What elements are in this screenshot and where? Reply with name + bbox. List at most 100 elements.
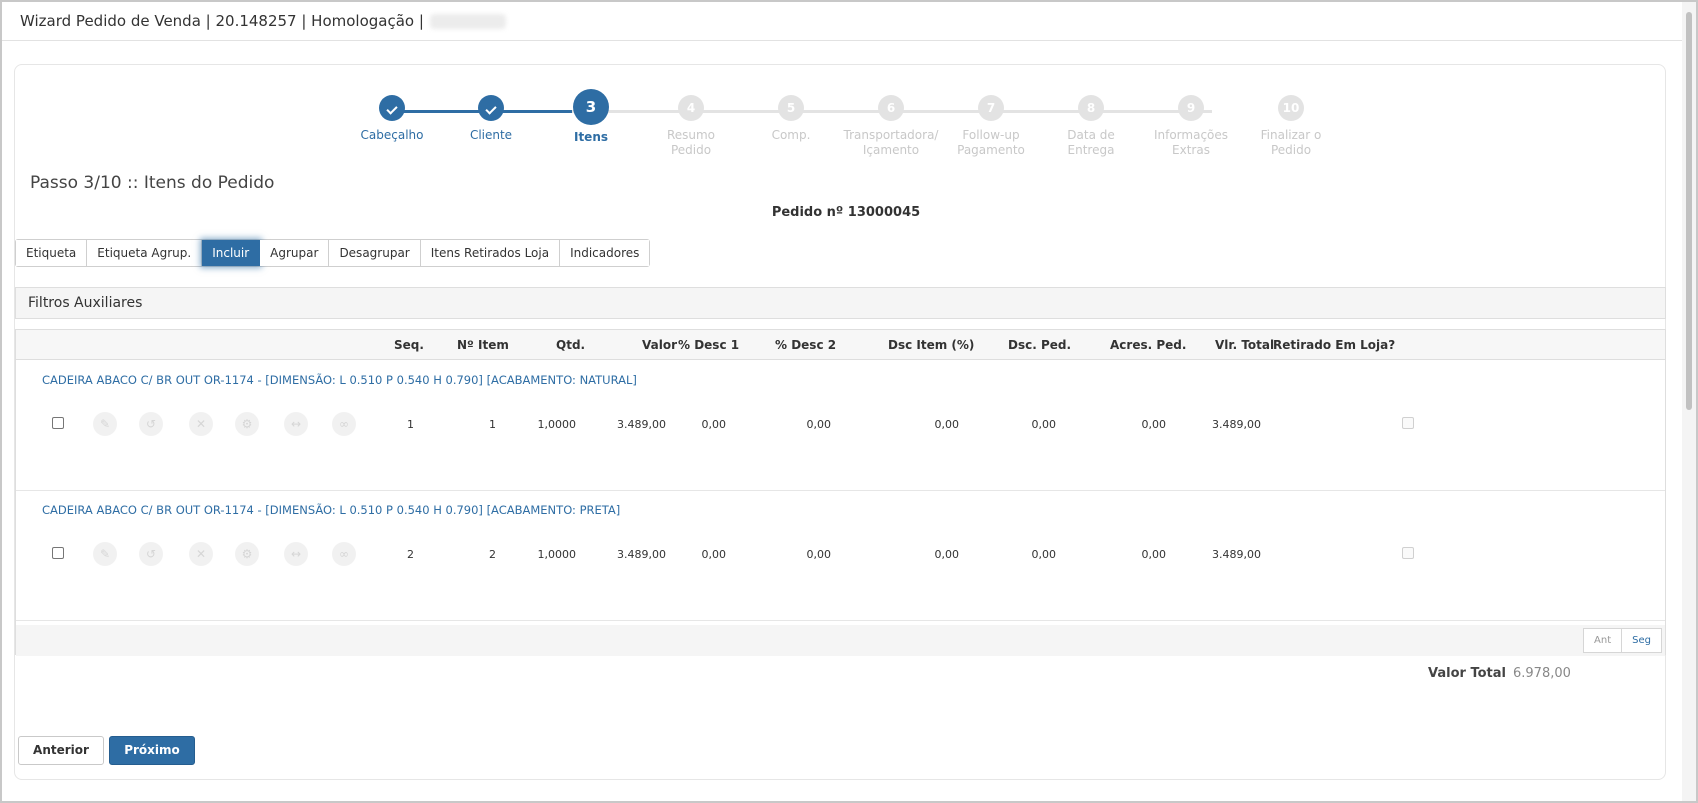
picked-up-checkbox[interactable] xyxy=(1402,547,1414,559)
edit-icon[interactable]: ✎ xyxy=(93,542,117,566)
col-seq[interactable]: Seq. xyxy=(394,338,424,352)
picked-up-checkbox[interactable] xyxy=(1402,417,1414,429)
vertical-scrollbar[interactable] xyxy=(1682,2,1696,801)
cell-disc2: 0,00 xyxy=(806,418,832,431)
step-7[interactable]: 7 Follow-up Pagamento xyxy=(936,95,1046,158)
cell-order-disc: 0,00 xyxy=(1031,548,1057,561)
row-select-checkbox[interactable] xyxy=(52,417,64,429)
history-icon[interactable]: ↺ xyxy=(139,412,163,436)
tab-desagrupar[interactable]: Desagrupar xyxy=(329,240,421,266)
row-select-checkbox[interactable] xyxy=(52,547,64,559)
items-grid: Seq. Nº Item Qtd. Valor % Desc 1 % Desc … xyxy=(15,329,1666,656)
history-icon[interactable]: ↺ xyxy=(139,542,163,566)
pager: Ant Seg xyxy=(1583,628,1662,653)
step-label: Follow-up Pagamento xyxy=(957,128,1025,157)
col-disc2[interactable]: % Desc 2 xyxy=(775,338,837,352)
step-label: Data de Entrega xyxy=(1067,128,1115,157)
tab-incluir[interactable]: Incluir xyxy=(202,240,261,266)
item-description[interactable]: CADEIRA ABACO C/ BR OUT OR-1174 - [DIMEN… xyxy=(42,373,637,387)
cell-total: 3.489,00 xyxy=(1212,418,1261,431)
cell-order-add: 0,00 xyxy=(1141,548,1167,561)
col-item-disc[interactable]: Dsc Item (%) xyxy=(888,338,975,352)
cell-seq: 1 xyxy=(407,418,414,431)
col-total[interactable]: Vlr. Total xyxy=(1215,338,1275,352)
window-title-bar: Wizard Pedido de Venda | 20.148257 | Hom… xyxy=(2,2,1682,41)
total-label: Valor Total xyxy=(1428,666,1506,681)
tab-etiqueta[interactable]: Etiqueta xyxy=(16,240,88,266)
step-number: 5 xyxy=(778,95,804,121)
cell-item-disc: 0,00 xyxy=(934,418,960,431)
previous-button[interactable]: Anterior xyxy=(18,736,104,765)
col-picked-up[interactable]: Retirado Em Loja? xyxy=(1273,338,1396,352)
step-2[interactable]: Cliente xyxy=(436,95,546,143)
edit-icon[interactable]: ✎ xyxy=(93,412,117,436)
scrollbar-thumb[interactable] xyxy=(1686,12,1692,410)
col-value[interactable]: Valor xyxy=(642,338,678,352)
step-5[interactable]: 5 Comp. xyxy=(736,95,846,143)
step-label: Comp. xyxy=(771,128,811,142)
cell-value: 3.489,00 xyxy=(617,418,666,431)
arrows-horizontal-icon[interactable]: ↔ xyxy=(284,412,308,436)
grid-header: Seq. Nº Item Qtd. Valor % Desc 1 % Desc … xyxy=(16,330,1665,360)
gear-icon[interactable]: ⚙ xyxy=(235,542,259,566)
step-4[interactable]: 4 Resumo Pedido xyxy=(636,95,746,158)
cell-disc1: 0,00 xyxy=(701,418,727,431)
step-label: Cliente xyxy=(469,128,513,142)
redacted-user-text xyxy=(429,13,506,29)
auxiliary-filters-header[interactable]: Filtros Auxiliares xyxy=(15,287,1666,319)
step-label: Cabeçalho xyxy=(360,128,424,142)
col-item-no[interactable]: Nº Item xyxy=(457,338,509,352)
link-icon[interactable]: ∞ xyxy=(332,542,356,566)
arrows-horizontal-icon[interactable]: ↔ xyxy=(284,542,308,566)
step-number: 8 xyxy=(1078,95,1104,121)
step-label: Itens xyxy=(573,130,609,144)
step-9[interactable]: 9 Informações Extras xyxy=(1136,95,1246,158)
table-row: CADEIRA ABACO C/ BR OUT OR-1174 - [DIMEN… xyxy=(16,361,1665,491)
pager-next-button[interactable]: Seg xyxy=(1632,635,1651,646)
order-number: Pedido nº 13000045 xyxy=(771,205,921,220)
step-number: 9 xyxy=(1178,95,1204,121)
col-order-add[interactable]: Acres. Ped. xyxy=(1110,338,1187,352)
grid-footer: Ant Seg xyxy=(16,625,1665,656)
gear-icon[interactable]: ⚙ xyxy=(235,412,259,436)
window-title: Wizard Pedido de Venda | 20.148257 | Hom… xyxy=(20,12,424,30)
wizard-panel: Cabeçalho Cliente 3 Itens 4 Resumo Pedid… xyxy=(14,64,1666,780)
step-label: Transportadora/ Içamento xyxy=(843,128,939,157)
check-icon xyxy=(478,95,504,121)
cell-item-no: 1 xyxy=(489,418,496,431)
cell-qty: 1,0000 xyxy=(537,548,577,561)
col-order-disc[interactable]: Dsc. Ped. xyxy=(1008,338,1072,352)
cell-total: 3.489,00 xyxy=(1212,548,1261,561)
step-3[interactable]: 3 Itens xyxy=(536,89,646,145)
cell-qty: 1,0000 xyxy=(537,418,577,431)
step-6[interactable]: 6 Transportadora/ Içamento xyxy=(836,95,946,158)
item-description[interactable]: CADEIRA ABACO C/ BR OUT OR-1174 - [DIMEN… xyxy=(42,503,621,517)
cell-disc1: 0,00 xyxy=(701,548,727,561)
step-8[interactable]: 8 Data de Entrega xyxy=(1036,95,1146,158)
step-label: Finalizar o Pedido xyxy=(1260,128,1322,157)
total-value: 6.978,00 xyxy=(1513,666,1571,681)
step-label: Informações Extras xyxy=(1153,128,1229,157)
col-disc1[interactable]: % Desc 1 xyxy=(678,338,740,352)
link-icon[interactable]: ∞ xyxy=(332,412,356,436)
tab-etiqueta-agrup[interactable]: Etiqueta Agrup. xyxy=(87,240,203,266)
next-button[interactable]: Próximo xyxy=(109,736,195,765)
col-qty[interactable]: Qtd. xyxy=(556,338,586,352)
step-number: 4 xyxy=(678,95,704,121)
step-number: 3 xyxy=(573,89,609,125)
step-10[interactable]: 10 Finalizar o Pedido xyxy=(1236,95,1346,158)
cell-disc2: 0,00 xyxy=(806,548,832,561)
wizard-stepper: Cabeçalho Cliente 3 Itens 4 Resumo Pedid… xyxy=(15,77,1665,157)
remove-icon[interactable]: ✕ xyxy=(189,412,213,436)
pager-prev-button[interactable]: Ant xyxy=(1584,629,1623,652)
tab-itens-retirados-loja[interactable]: Itens Retirados Loja xyxy=(420,240,561,266)
check-icon xyxy=(379,95,405,121)
remove-icon[interactable]: ✕ xyxy=(189,542,213,566)
tab-agrupar[interactable]: Agrupar xyxy=(260,240,330,266)
table-row: CADEIRA ABACO C/ BR OUT OR-1174 - [DIMEN… xyxy=(16,491,1665,621)
step-1[interactable]: Cabeçalho xyxy=(337,95,447,143)
step-number: 6 xyxy=(878,95,904,121)
page-title: Passo 3/10 :: Itens do Pedido xyxy=(30,173,275,193)
tab-indicadores[interactable]: Indicadores xyxy=(560,240,650,266)
cell-value: 3.489,00 xyxy=(617,548,666,561)
